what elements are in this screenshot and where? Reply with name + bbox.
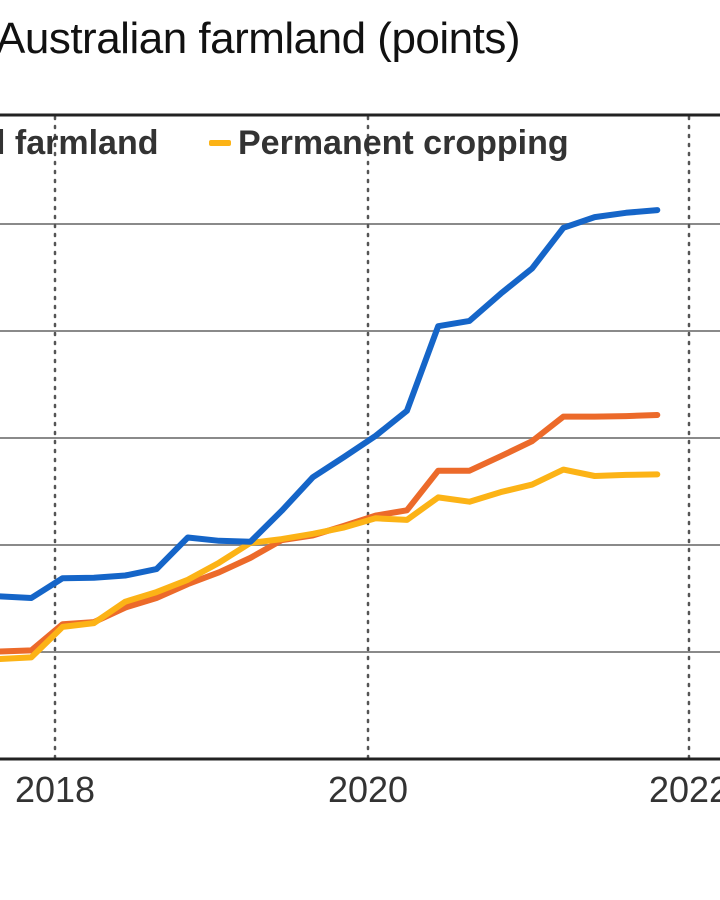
- legend-label-2: Permanent cropping: [238, 124, 569, 162]
- x-tick-labels: 2018 2020 2022: [15, 769, 720, 810]
- legend-label-1: l farmland: [0, 124, 158, 162]
- x-tick-2020: 2020: [328, 769, 408, 810]
- x-tick-2022: 2022: [649, 769, 720, 810]
- legend: l farmland Permanent cropping: [0, 124, 569, 162]
- series-line-1: [0, 207, 661, 601]
- gridlines: [0, 223, 720, 653]
- chart-title: Australian farmland (points): [0, 14, 521, 63]
- series-lines: [0, 207, 661, 662]
- series-line-3: [0, 466, 661, 662]
- year-gridlines: [53, 115, 691, 759]
- x-tick-2018: 2018: [15, 769, 95, 810]
- legend-swatch-2: [209, 140, 231, 146]
